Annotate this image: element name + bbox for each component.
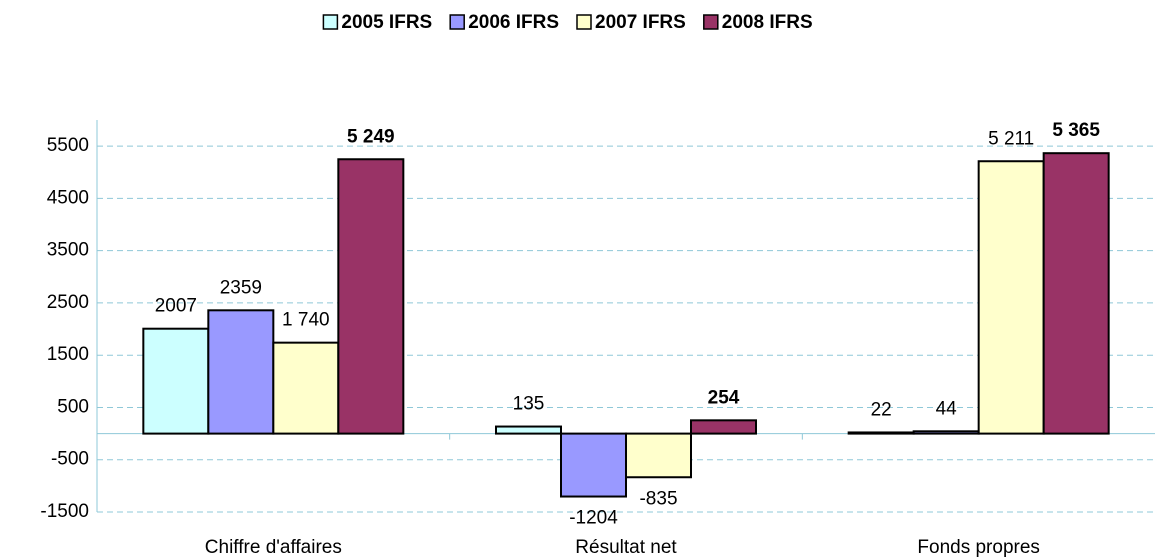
value-label: 135 xyxy=(513,394,545,415)
y-tick-label: -500 xyxy=(51,449,89,470)
x-tick-label: Résultat net xyxy=(575,537,677,558)
legend-swatch xyxy=(322,14,339,30)
bar xyxy=(495,425,562,435)
legend-label: 2005 IFRS xyxy=(341,12,432,33)
value-label: 1 740 xyxy=(282,310,330,331)
value-label: -835 xyxy=(639,488,677,509)
value-label: 22 xyxy=(871,399,892,420)
legend-swatch xyxy=(449,14,465,30)
bar xyxy=(560,432,627,498)
y-tick-label: 4500 xyxy=(47,187,89,208)
bar xyxy=(977,160,1045,435)
y-tick-label: 5500 xyxy=(47,135,89,156)
y-tick-label: 3500 xyxy=(47,240,89,261)
bar xyxy=(847,431,915,435)
legend-label: 2007 IFRS xyxy=(595,12,686,33)
bar xyxy=(337,158,405,435)
y-tick-label: -1500 xyxy=(40,501,89,522)
value-label: 5 365 xyxy=(1052,120,1100,141)
bar xyxy=(912,430,980,435)
x-tick-label: Fonds propres xyxy=(917,537,1040,558)
bar xyxy=(207,309,275,435)
value-label: 5 249 xyxy=(347,126,395,147)
bar xyxy=(625,432,692,479)
bar xyxy=(142,327,210,435)
legend-swatch xyxy=(576,14,592,30)
value-label: -1204 xyxy=(569,508,618,529)
y-tick-label: 1500 xyxy=(47,344,89,365)
legend-label: 2006 IFRS xyxy=(468,12,559,33)
legend-swatch xyxy=(703,14,719,30)
value-label: 254 xyxy=(708,387,740,408)
value-label: 44 xyxy=(936,398,958,419)
value-label: 5 211 xyxy=(988,128,1034,149)
bar xyxy=(272,341,340,435)
x-tick-label: Chiffre d'affaires xyxy=(205,537,342,558)
bar xyxy=(1042,152,1110,435)
value-label: 2359 xyxy=(220,277,262,298)
y-tick-label: 500 xyxy=(57,396,89,417)
y-tick-label: 2500 xyxy=(47,292,89,313)
bar xyxy=(690,419,757,435)
legend-label: 2008 IFRS xyxy=(722,12,813,33)
value-label: 2007 xyxy=(155,296,197,317)
